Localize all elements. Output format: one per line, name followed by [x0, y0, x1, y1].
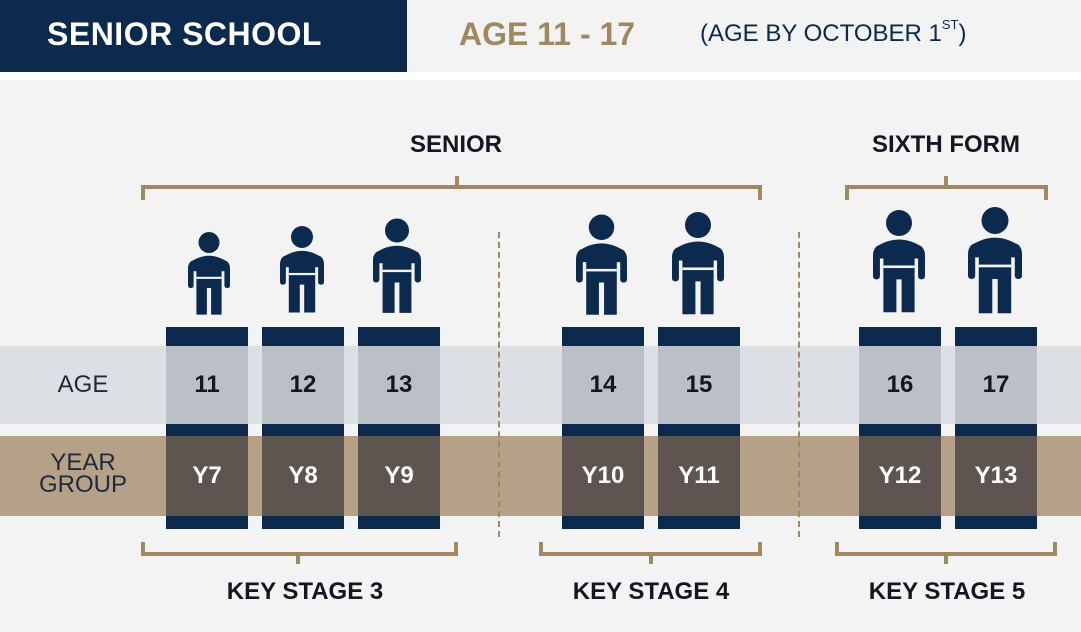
- bracket-key-stage-4: [539, 542, 762, 564]
- header-title-box: SENIOR SCHOOL: [0, 0, 407, 72]
- year-group-row-label: YEAR GROUP: [20, 449, 146, 498]
- age-cell: 15: [658, 346, 740, 424]
- person-icon: [873, 208, 925, 316]
- person-icon: [280, 224, 324, 316]
- age-note: (AGE BY OCTOBER 1ST): [700, 17, 967, 48]
- column-age-14: 14 Y10: [562, 327, 644, 529]
- column-age-17: 17 Y13: [955, 327, 1037, 529]
- bracket-senior: [141, 176, 762, 200]
- key-stage-5-label: KEY STAGE 5: [868, 578, 1026, 605]
- key-stage-3-label: KEY STAGE 3: [226, 578, 384, 605]
- year-cell: Y10: [562, 436, 644, 516]
- person-icon: [188, 231, 230, 317]
- age-note-suffix: ): [958, 20, 967, 47]
- column-age-13: 13 Y9: [358, 327, 440, 529]
- divider-ks3-ks4: [498, 232, 500, 537]
- year-label-line2: GROUP: [38, 471, 127, 498]
- group-title-sixth-form: SIXTH FORM: [872, 131, 1020, 158]
- page-title: SENIOR SCHOOL: [47, 16, 322, 52]
- age-range: AGE 11 - 17: [459, 16, 636, 52]
- key-stage-4-label: KEY STAGE 4: [572, 578, 730, 605]
- year-cell: Y8: [262, 436, 344, 516]
- age-cell: 17: [955, 346, 1037, 424]
- column-age-16: 16 Y12: [859, 327, 941, 529]
- year-cell: Y13: [955, 436, 1037, 516]
- age-row-label: AGE: [57, 371, 109, 398]
- age-cell: 16: [859, 346, 941, 424]
- year-cell: Y9: [358, 436, 440, 516]
- bracket-key-stage-5: [835, 542, 1057, 564]
- year-cell: Y7: [166, 436, 248, 516]
- person-icon: [968, 206, 1022, 316]
- column-age-12: 12 Y8: [262, 327, 344, 529]
- age-cell: 13: [358, 346, 440, 424]
- year-cell: Y11: [658, 436, 740, 516]
- bracket-key-stage-3: [141, 542, 458, 564]
- year-label-line1: YEAR: [50, 449, 116, 476]
- person-icon: [373, 217, 421, 316]
- age-cell: 12: [262, 346, 344, 424]
- person-icon: [672, 211, 724, 317]
- age-note-prefix: (AGE BY OCTOBER 1: [700, 20, 942, 47]
- group-title-senior: SENIOR: [409, 131, 502, 158]
- column-age-11: 11 Y7: [166, 327, 248, 529]
- column-age-15: 15 Y11: [658, 327, 740, 529]
- year-cell: Y12: [859, 436, 941, 516]
- bracket-sixth-form: [845, 176, 1048, 200]
- age-cell: 14: [562, 346, 644, 424]
- divider-ks4-ks5: [798, 232, 800, 537]
- age-note-superscript: ST: [941, 17, 959, 32]
- person-icon: [576, 214, 627, 317]
- header-bar: SENIOR SCHOOL AGE 11 - 17 (AGE BY OCTOBE…: [0, 0, 1081, 72]
- age-cell: 11: [166, 346, 248, 424]
